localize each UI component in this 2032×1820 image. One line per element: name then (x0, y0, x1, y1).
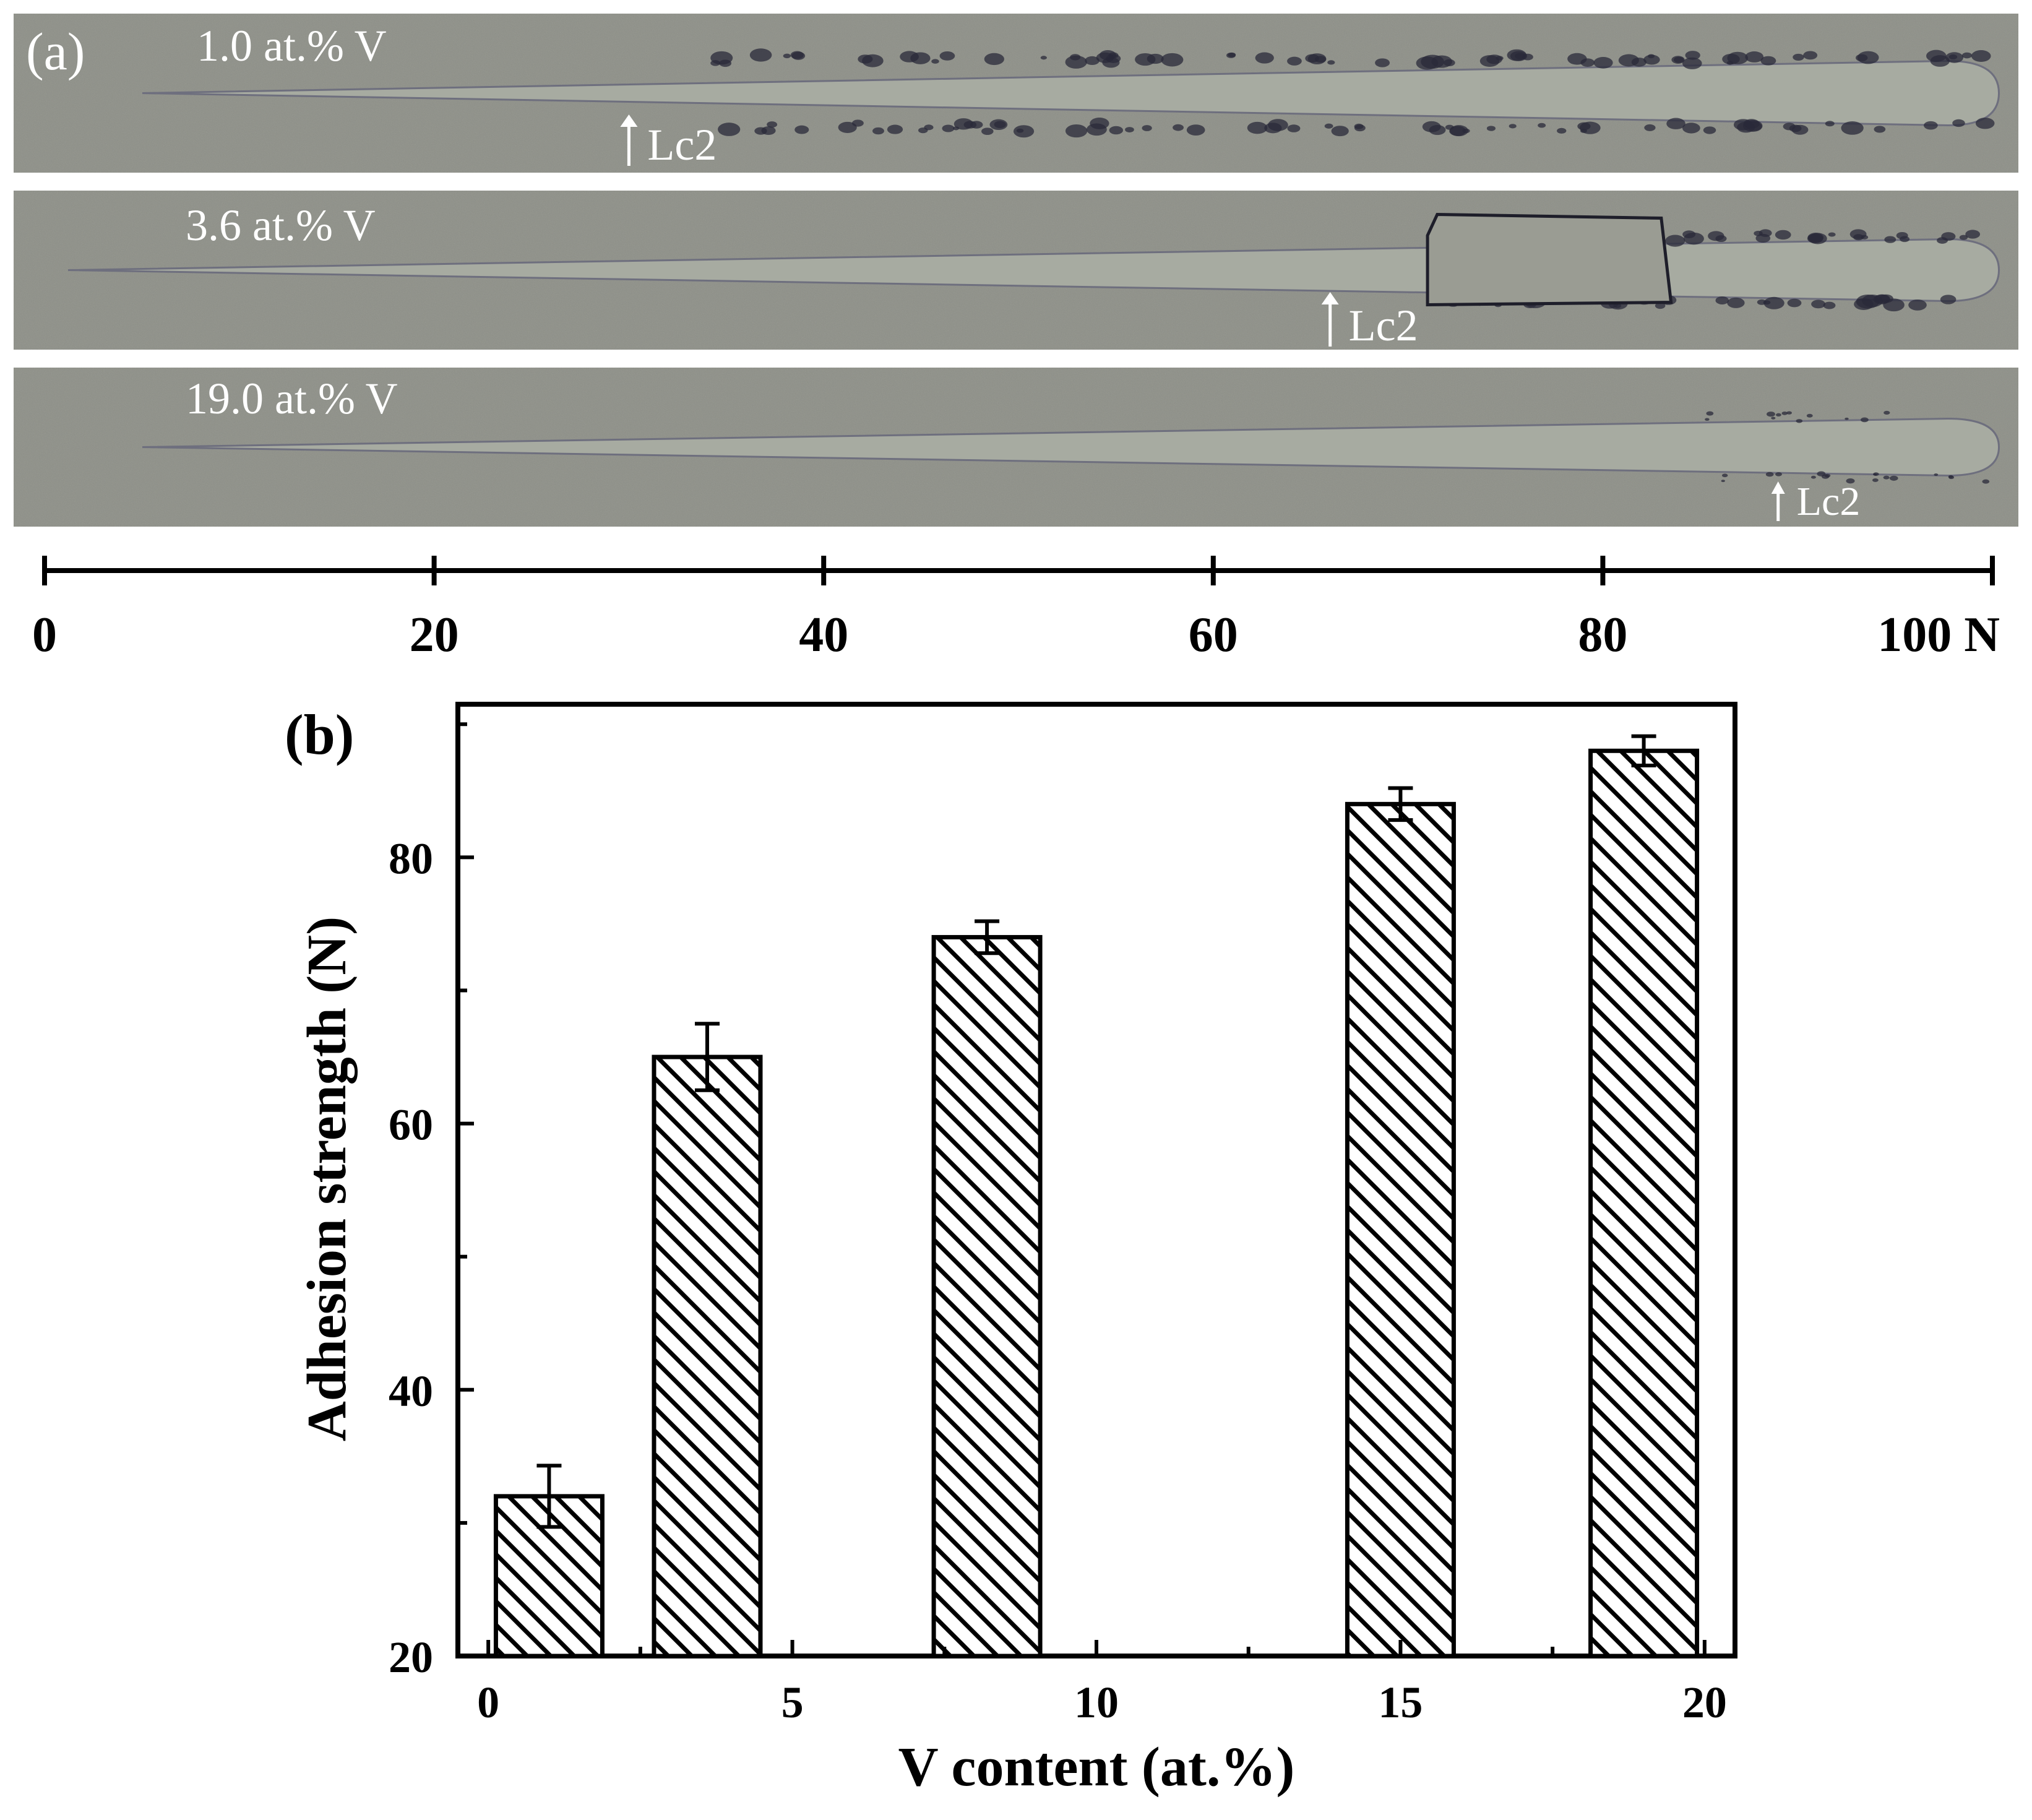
x-tick-label: 15 (1378, 1678, 1423, 1727)
y-tick-label: 80 (389, 834, 433, 883)
track-label: 1.0 at.% V (197, 21, 387, 71)
error-bar (1631, 734, 1656, 767)
y-tick-label: 60 (389, 1100, 433, 1150)
lc2-arrow-head (1321, 292, 1339, 304)
bar (1588, 748, 1700, 1658)
x-tick-label: 20 (1682, 1678, 1727, 1727)
track-label: 3.6 at.% V (186, 201, 376, 250)
scratch-groove (142, 59, 2000, 127)
panel-b-chart: (b) 20 40 60 80 0 5 10 15 20 V content (at.%) Ad… (285, 702, 1737, 1798)
bar (931, 934, 1043, 1658)
load-scale-bar: 0 20 40 60 80 100 N (32, 556, 2000, 662)
track-label: 19.0 at.% V (186, 374, 398, 423)
lc2-label: Lc2 (1349, 301, 1418, 350)
error-bar (1388, 786, 1413, 822)
panel-b-label: (b) (285, 703, 354, 766)
error-bar (975, 919, 1000, 955)
lc2-arrow-head (620, 114, 638, 127)
x-tick-label: 5 (781, 1678, 804, 1727)
plot-frame (455, 702, 1737, 1658)
y-tick-label: 40 (389, 1366, 433, 1416)
bar (1345, 801, 1456, 1658)
scratch-track-image-1: 1.0 at.% V Lc2 (14, 14, 2018, 173)
scale-tick-label: 60 (1189, 608, 1238, 662)
lc2-label: Lc2 (647, 120, 717, 170)
panel-a-label: (a) (26, 22, 85, 81)
scale-tick-label: 40 (799, 608, 848, 662)
x-tick-label: 0 (477, 1678, 499, 1727)
scale-tick-label: 80 (1578, 608, 1627, 662)
lc2-arrow-head (1771, 481, 1785, 494)
scratch-groove (142, 417, 2000, 477)
y-tick-label: 20 (389, 1632, 433, 1682)
scratch-track-image-3: 19.0 at.% V Lc2 (14, 368, 2018, 527)
panel-a-micrographs: 1.0 at.% V Lc2 3.6 at.% V Lc2 19.0 at.% V Lc2… (14, 14, 2018, 662)
lc2-label: Lc2 (1797, 479, 1861, 524)
x-tick-label: 10 (1074, 1678, 1119, 1727)
delaminated-patch (1426, 212, 1673, 307)
x-axis-label: V content (at.%) (898, 1736, 1295, 1798)
scratch-track-image-2: 3.6 at.% V Lc2 (14, 191, 2018, 350)
y-axis-label: Adhesion strength (N) (296, 916, 358, 1441)
error-bar (536, 1464, 562, 1529)
spallation-debris (710, 48, 1995, 138)
error-bar (694, 1022, 720, 1092)
bar (652, 1054, 763, 1658)
spallation-debris (1705, 410, 1990, 484)
scale-tick-label: 0 (32, 608, 57, 662)
scale-tick-label: 20 (410, 608, 459, 662)
scale-tick-label: 100 N (1877, 608, 2000, 662)
